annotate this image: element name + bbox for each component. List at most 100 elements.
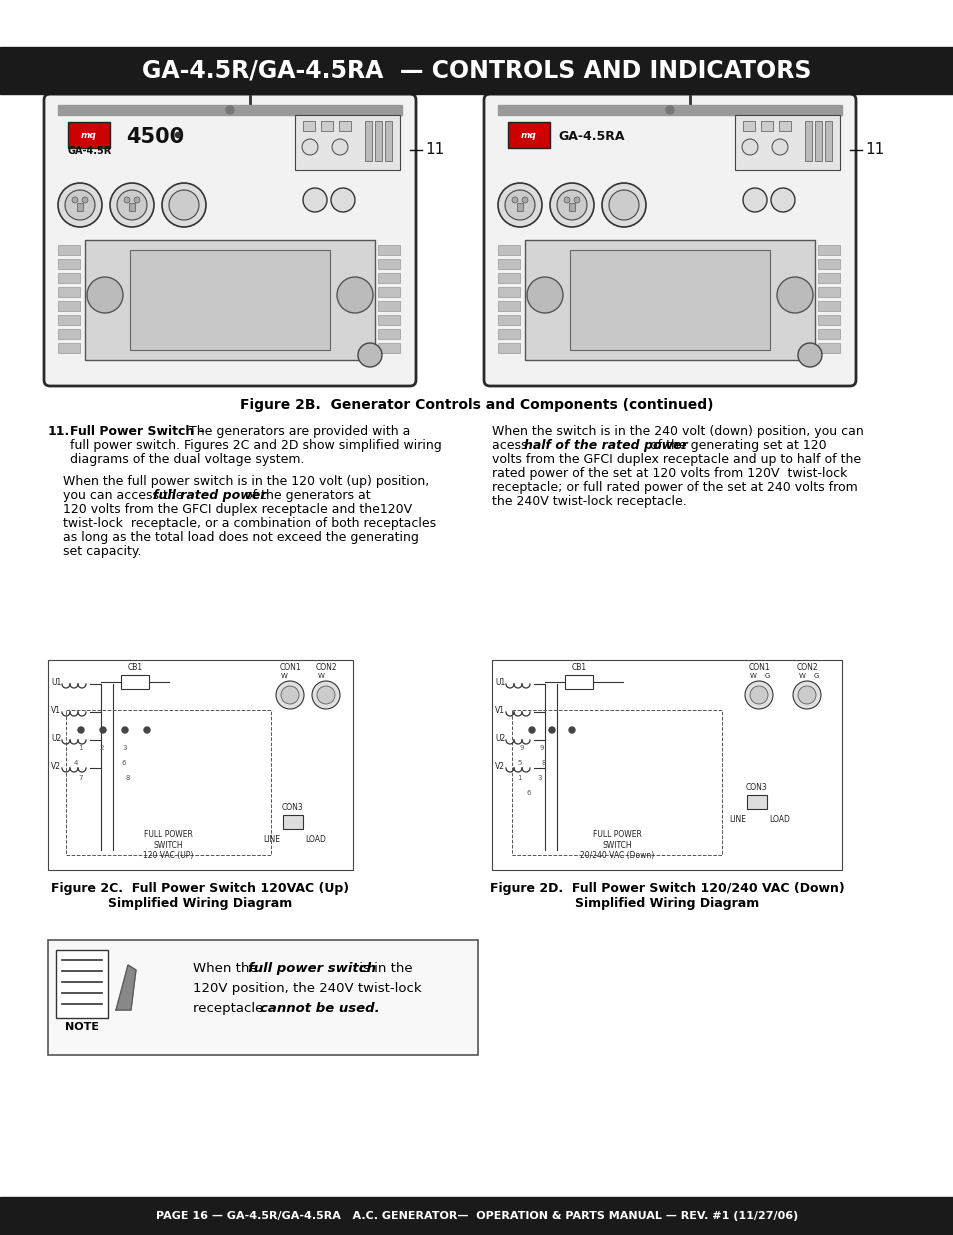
Bar bbox=[365, 121, 372, 161]
Circle shape bbox=[71, 198, 78, 203]
Text: 3: 3 bbox=[122, 745, 127, 751]
Circle shape bbox=[797, 343, 821, 367]
Text: GA-4.5R/GA-4.5RA  — CONTROLS AND INDICATORS: GA-4.5R/GA-4.5RA — CONTROLS AND INDICATO… bbox=[142, 58, 811, 83]
Bar bbox=[0, 1197, 953, 1235]
Text: FULL POWER
SWITCH
120 VAC (UP): FULL POWER SWITCH 120 VAC (UP) bbox=[143, 830, 193, 860]
Bar bbox=[58, 245, 80, 254]
Circle shape bbox=[117, 190, 147, 220]
FancyBboxPatch shape bbox=[44, 94, 416, 387]
Bar bbox=[564, 676, 593, 689]
Circle shape bbox=[548, 727, 555, 734]
Text: twist-lock  receptacle, or a combination of both receptacles: twist-lock receptacle, or a combination … bbox=[63, 517, 436, 530]
Text: V2: V2 bbox=[51, 762, 61, 771]
Bar bbox=[377, 273, 399, 283]
Text: Simplified Wiring Diagram: Simplified Wiring Diagram bbox=[109, 897, 293, 910]
Text: 6: 6 bbox=[526, 790, 531, 797]
Bar bbox=[66, 710, 271, 855]
Bar bbox=[377, 329, 399, 338]
Bar bbox=[377, 287, 399, 296]
Bar bbox=[497, 301, 519, 311]
Bar bbox=[497, 329, 519, 338]
Text: W: W bbox=[749, 673, 756, 679]
Bar bbox=[85, 240, 375, 359]
Circle shape bbox=[563, 198, 569, 203]
Text: full rated power: full rated power bbox=[152, 489, 266, 501]
Bar bbox=[817, 259, 840, 269]
Circle shape bbox=[526, 277, 562, 312]
Text: CON1: CON1 bbox=[279, 663, 300, 672]
Circle shape bbox=[665, 106, 673, 114]
Bar bbox=[58, 329, 80, 338]
Text: Figure 2D.  Full Power Switch 120/240 VAC (Down): Figure 2D. Full Power Switch 120/240 VAC… bbox=[489, 882, 843, 895]
Text: 1: 1 bbox=[78, 745, 82, 751]
Bar bbox=[294, 115, 399, 170]
Text: G: G bbox=[813, 673, 819, 679]
Text: LOAD: LOAD bbox=[305, 835, 326, 844]
Text: CON1: CON1 bbox=[747, 663, 769, 672]
Bar bbox=[497, 245, 519, 254]
Bar bbox=[0, 47, 953, 94]
Text: 120 volts from the GFCI duplex receptacle and the120V: 120 volts from the GFCI duplex receptacl… bbox=[63, 503, 412, 516]
Text: you can access the: you can access the bbox=[63, 489, 188, 501]
Bar bbox=[779, 121, 790, 131]
Bar bbox=[58, 343, 80, 353]
Circle shape bbox=[100, 727, 106, 734]
Circle shape bbox=[601, 183, 645, 227]
Text: W: W bbox=[317, 673, 325, 679]
Text: When the full power switch is in the 120 volt (up) position,: When the full power switch is in the 120… bbox=[63, 475, 429, 488]
Bar bbox=[497, 273, 519, 283]
Text: mq: mq bbox=[520, 131, 537, 140]
Text: CB1: CB1 bbox=[128, 663, 142, 672]
Circle shape bbox=[144, 727, 150, 734]
Text: mq: mq bbox=[81, 131, 97, 140]
Text: U1: U1 bbox=[51, 678, 61, 687]
Circle shape bbox=[226, 106, 233, 114]
Text: 6: 6 bbox=[122, 760, 127, 766]
Text: acess: acess bbox=[492, 438, 531, 452]
Text: GA-4.5R: GA-4.5R bbox=[68, 146, 112, 156]
Circle shape bbox=[332, 140, 348, 156]
Text: of the generating set at 120: of the generating set at 120 bbox=[645, 438, 825, 452]
Bar bbox=[497, 343, 519, 353]
Bar bbox=[385, 121, 392, 161]
Bar bbox=[746, 795, 766, 809]
Bar bbox=[283, 815, 303, 829]
Text: V1: V1 bbox=[495, 706, 504, 715]
Bar bbox=[814, 121, 821, 161]
Text: 5: 5 bbox=[517, 760, 521, 766]
Text: Figure 2C.  Full Power Switch 120VAC (Up): Figure 2C. Full Power Switch 120VAC (Up) bbox=[51, 882, 349, 895]
Circle shape bbox=[169, 190, 199, 220]
Text: 3: 3 bbox=[537, 776, 541, 781]
Text: cannot be used.: cannot be used. bbox=[260, 1002, 379, 1015]
Bar bbox=[512, 710, 721, 855]
Circle shape bbox=[749, 685, 767, 704]
Text: full power switch: full power switch bbox=[248, 962, 375, 974]
Bar bbox=[68, 122, 110, 148]
Text: half of the rated power: half of the rated power bbox=[523, 438, 687, 452]
Text: set capacity.: set capacity. bbox=[63, 545, 141, 558]
Text: 9: 9 bbox=[539, 745, 544, 751]
Circle shape bbox=[557, 190, 586, 220]
Text: The generators are provided with a: The generators are provided with a bbox=[185, 425, 410, 438]
Bar bbox=[48, 659, 353, 869]
Circle shape bbox=[281, 685, 298, 704]
Text: V1: V1 bbox=[51, 706, 61, 715]
Bar bbox=[817, 301, 840, 311]
Bar bbox=[760, 121, 772, 131]
Text: When the switch is in the 240 volt (down) position, you can: When the switch is in the 240 volt (down… bbox=[492, 425, 862, 438]
Text: CB1: CB1 bbox=[571, 663, 586, 672]
Bar bbox=[77, 203, 83, 211]
Circle shape bbox=[316, 685, 335, 704]
Circle shape bbox=[312, 680, 339, 709]
Bar bbox=[817, 329, 840, 338]
Text: is in the: is in the bbox=[355, 962, 413, 974]
Text: W: W bbox=[281, 673, 288, 679]
Bar bbox=[524, 240, 814, 359]
Text: receptacle; or full rated power of the set at 240 volts from: receptacle; or full rated power of the s… bbox=[492, 480, 857, 494]
Circle shape bbox=[78, 727, 84, 734]
Bar bbox=[377, 343, 399, 353]
Circle shape bbox=[608, 190, 639, 220]
Circle shape bbox=[529, 727, 535, 734]
Circle shape bbox=[741, 140, 758, 156]
Bar bbox=[817, 315, 840, 325]
